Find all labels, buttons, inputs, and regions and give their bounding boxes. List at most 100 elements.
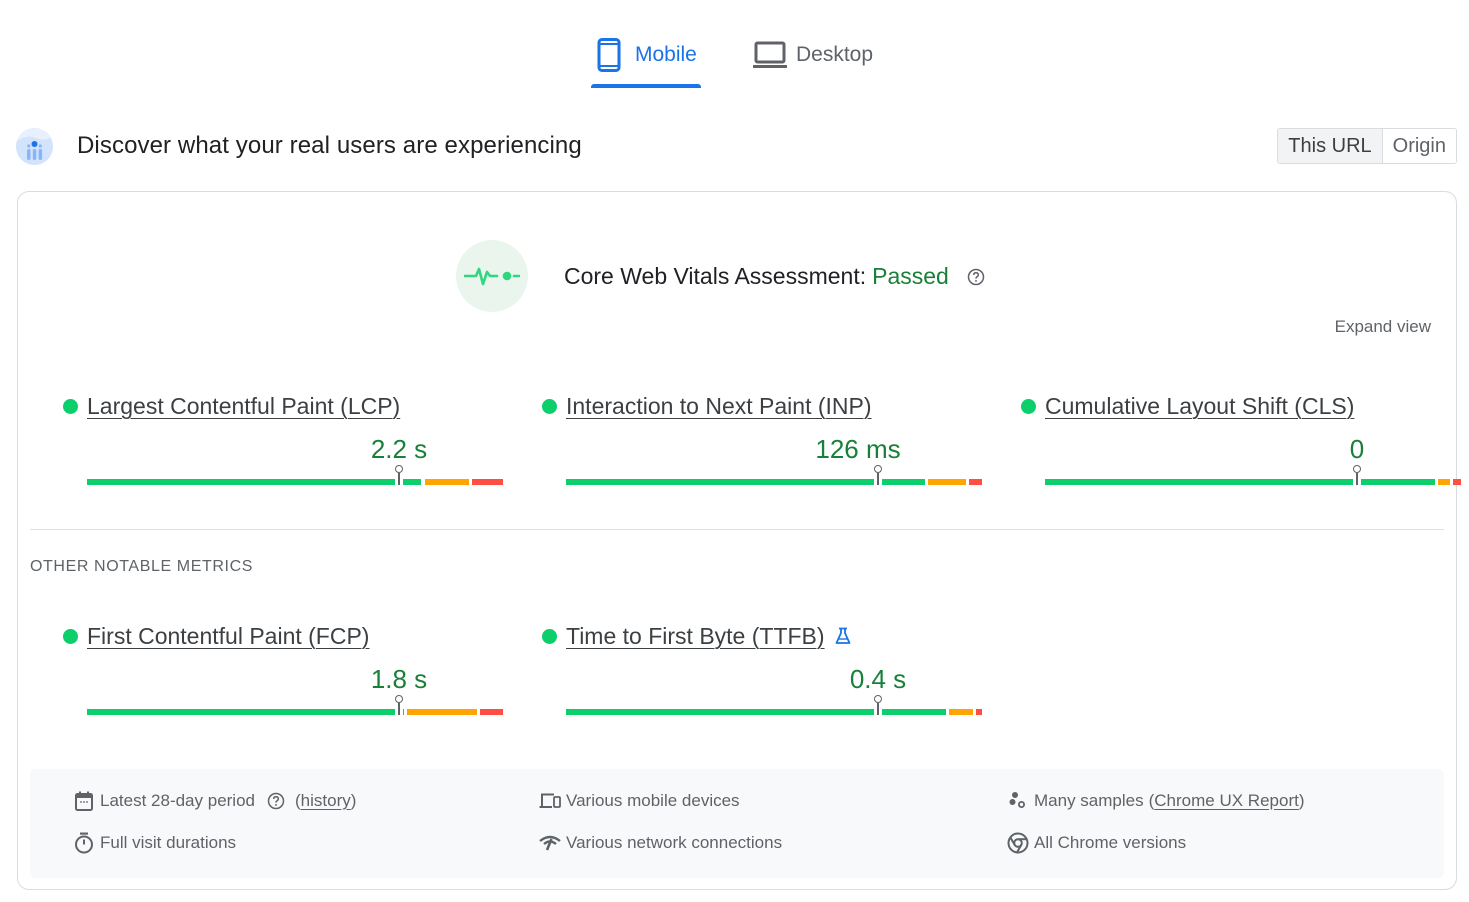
paren-open: (	[1148, 791, 1155, 810]
metric-ttfb-link[interactable]: Time to First Byte (TTFB)	[566, 622, 825, 649]
good-status-dot-icon	[63, 628, 78, 644]
network-types: Various network connections	[539, 831, 782, 855]
p75-marker-icon	[394, 465, 404, 485]
assessment-status: Passed	[872, 262, 949, 289]
laptop-icon	[752, 37, 788, 73]
toggle-origin[interactable]: Origin	[1382, 129, 1456, 163]
bar-poor-segment	[472, 479, 503, 485]
paren-open: (	[295, 791, 301, 810]
crux-logo-icon	[16, 127, 53, 165]
tab-mobile[interactable]: Mobile	[591, 22, 701, 88]
bar-poor-segment	[969, 479, 982, 485]
experimental-flask-icon	[835, 627, 851, 645]
metric-fcp: First Contentful Paint (FCP) 1.8 s	[36, 622, 503, 722]
field-data-card: Core Web Vitals Assessment: Passed Expand…	[17, 191, 1461, 890]
metric-lcp-link[interactable]: Largest Contentful Paint (LCP)	[87, 392, 401, 419]
metric-header: Interaction to Next Paint (INP)	[542, 392, 872, 420]
calendar-icon	[73, 790, 95, 812]
samples-icon	[1007, 790, 1029, 812]
tab-desktop[interactable]: Desktop	[752, 22, 892, 88]
active-tab-indicator	[591, 84, 701, 88]
chrome-versions: All Chrome versions	[1007, 831, 1186, 855]
metric-inp-link[interactable]: Interaction to Next Paint (INP)	[566, 392, 872, 419]
metric-lcp: Largest Contentful Paint (LCP) 2.2 s	[36, 392, 503, 492]
network-icon	[539, 832, 561, 854]
bar-good-segment	[87, 709, 404, 715]
tab-mobile-label: Mobile	[635, 43, 697, 66]
bar-poor-segment	[1453, 479, 1461, 485]
bar-needs-improvement-segment	[407, 709, 477, 715]
chrome-label: All Chrome versions	[1034, 833, 1187, 852]
p75-marker-icon	[1352, 465, 1362, 485]
period-label: Latest 28-day period	[100, 791, 255, 810]
good-status-dot-icon	[542, 398, 557, 414]
data-source-footer: Latest 28-day period (history) Full visi…	[30, 769, 1444, 878]
p75-marker-icon	[394, 695, 404, 715]
visit-durations: Full visit durations	[73, 831, 236, 855]
bar-needs-improvement-segment	[1438, 479, 1450, 485]
paren-close: )	[350, 791, 357, 810]
metric-header: Cumulative Layout Shift (CLS)	[1021, 392, 1354, 420]
metric-fcp-link[interactable]: First Contentful Paint (FCP)	[87, 622, 370, 649]
distribution-bar	[566, 479, 982, 485]
good-status-dot-icon	[542, 628, 557, 644]
help-icon[interactable]	[967, 268, 985, 286]
cwv-assessment: Core Web Vitals Assessment: Passed	[456, 240, 985, 312]
toggle-this-url[interactable]: This URL	[1278, 129, 1383, 163]
help-icon[interactable]	[267, 792, 285, 810]
distribution-bar	[87, 709, 503, 715]
p75-marker-icon	[873, 695, 883, 715]
metric-header: First Contentful Paint (FCP)	[63, 622, 369, 650]
sample-size: Many samples (Chrome UX Report)	[1007, 789, 1305, 813]
bar-poor-segment	[480, 709, 503, 715]
bar-poor-segment	[976, 709, 982, 715]
bar-good-segment	[566, 709, 946, 715]
paren-close: )	[1298, 791, 1305, 810]
bar-needs-improvement-segment	[949, 709, 973, 715]
metric-header: Time to First Byte (TTFB)	[542, 622, 851, 650]
distribution-bar	[566, 709, 982, 715]
chrome-icon	[1007, 832, 1029, 854]
chrome-ux-report-link[interactable]: Chrome UX Report	[1154, 791, 1299, 810]
bar-good-segment	[87, 479, 421, 485]
bar-needs-improvement-segment	[928, 479, 966, 485]
url-origin-toggle: This URL Origin	[1277, 128, 1457, 164]
smartphone-icon	[591, 37, 627, 73]
field-data-header: Discover what your real users are experi…	[16, 126, 1457, 166]
devices-icon	[539, 790, 561, 812]
metric-header: Largest Contentful Paint (LCP)	[63, 392, 400, 420]
assessment-label: Core Web Vitals Assessment:	[564, 262, 867, 289]
metric-value: 2.2 s	[370, 434, 428, 464]
metric-value: 126 ms	[815, 434, 901, 464]
history-link[interactable]: history	[300, 791, 351, 810]
network-label: Various network connections	[566, 833, 783, 852]
assessment-text: Core Web Vitals Assessment: Passed	[564, 263, 985, 290]
collection-period: Latest 28-day period (history)	[73, 789, 356, 813]
device-tabs: Mobile Desktop	[0, 22, 1469, 90]
good-status-dot-icon	[1021, 398, 1036, 414]
metric-value: 0	[1349, 434, 1365, 464]
metric-value: 1.8 s	[370, 664, 428, 694]
bar-needs-improvement-segment	[425, 479, 469, 485]
metric-ttfb: Time to First Byte (TTFB) 0.4 s	[515, 622, 982, 722]
section-divider	[30, 529, 1444, 530]
bar-good-segment	[566, 479, 925, 485]
p75-marker-icon	[873, 465, 883, 485]
tab-desktop-label: Desktop	[796, 43, 874, 66]
samples-label: Many samples	[1034, 791, 1144, 810]
expand-view-button[interactable]: Expand view	[1334, 317, 1431, 336]
distribution-bar	[87, 479, 503, 485]
distribution-bar	[1045, 479, 1461, 485]
timer-icon	[73, 832, 95, 854]
good-status-dot-icon	[63, 398, 78, 414]
vitals-pulse-icon	[456, 240, 528, 312]
other-metrics-heading: OTHER NOTABLE METRICS	[30, 558, 253, 575]
metric-cls: Cumulative Layout Shift (CLS) 0	[994, 392, 1461, 492]
metric-inp: Interaction to Next Paint (INP) 126 ms	[515, 392, 982, 492]
metric-cls-link[interactable]: Cumulative Layout Shift (CLS)	[1045, 392, 1355, 419]
section-title: Discover what your real users are experi…	[77, 132, 582, 159]
durations-label: Full visit durations	[100, 833, 237, 852]
metric-value: 0.4 s	[849, 664, 907, 694]
device-types: Various mobile devices	[539, 789, 740, 813]
devices-label: Various mobile devices	[566, 791, 740, 810]
